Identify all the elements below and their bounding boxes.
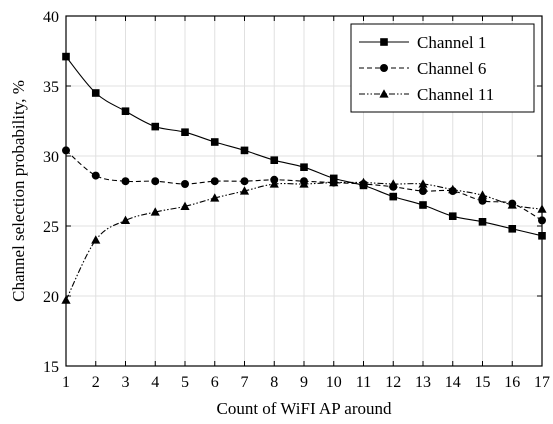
data-point-channel-11 xyxy=(388,179,398,188)
data-point-channel-1 xyxy=(121,107,130,115)
x-tick-label: 11 xyxy=(356,374,371,391)
y-tick-label: 20 xyxy=(43,289,59,306)
data-point-channel-11 xyxy=(418,179,428,188)
legend-label-channel-6: Channel 6 xyxy=(417,59,486,78)
data-point-channel-6 xyxy=(181,180,189,188)
legend-marker xyxy=(379,89,389,98)
legend-label-channel-1: Channel 1 xyxy=(417,33,486,52)
legend: Channel 1 Channel 6 Channel 11 xyxy=(350,23,535,113)
y-tick-label: 25 xyxy=(43,219,59,236)
legend-symbol-channel-1 xyxy=(359,38,409,46)
x-tick-label: 8 xyxy=(270,374,278,391)
series-layer xyxy=(61,52,547,304)
data-point-channel-1 xyxy=(389,192,398,201)
y-tick-label: 30 xyxy=(43,149,59,166)
x-tick-label: 15 xyxy=(475,374,491,391)
data-point-channel-6 xyxy=(240,177,249,186)
x-tick-label: 1 xyxy=(62,374,70,391)
x-tick-label: 9 xyxy=(300,374,308,391)
y-tick-label: 35 xyxy=(43,79,59,96)
data-point-channel-1 xyxy=(181,128,189,136)
x-tick-label: 16 xyxy=(504,374,520,391)
data-point-channel-11 xyxy=(448,184,458,194)
x-tick-label: 2 xyxy=(92,374,100,391)
data-point-channel-11 xyxy=(210,193,220,202)
data-point-channel-6 xyxy=(419,187,427,195)
y-tick-label: 15 xyxy=(43,359,59,376)
legend-symbol-channel-11 xyxy=(359,89,409,98)
data-point-channel-6 xyxy=(91,171,100,180)
data-point-channel-11 xyxy=(150,207,160,216)
data-point-channel-11 xyxy=(477,190,488,199)
x-tick-label: 3 xyxy=(122,374,130,391)
data-point-channel-1 xyxy=(210,138,219,146)
data-point-channel-1 xyxy=(240,146,249,155)
legend-label-channel-11: Channel 11 xyxy=(417,85,494,104)
data-point-channel-11 xyxy=(239,186,250,195)
data-point-channel-1 xyxy=(448,212,457,220)
data-point-channel-11 xyxy=(358,177,369,187)
legend-marker xyxy=(380,64,388,72)
data-point-channel-11 xyxy=(299,179,309,188)
data-point-channel-11 xyxy=(180,201,190,210)
data-point-channel-11 xyxy=(120,215,131,224)
legend-item-channel-1: Channel 1 xyxy=(359,33,486,52)
x-tick-label: 12 xyxy=(385,374,401,391)
x-tick-label: 14 xyxy=(445,374,461,391)
data-point-channel-1 xyxy=(270,156,279,164)
x-tick-label: 5 xyxy=(181,374,189,391)
data-point-channel-1 xyxy=(300,163,308,171)
x-tick-label: 17 xyxy=(534,374,550,391)
data-point-channel-1 xyxy=(478,218,487,226)
legend-marker xyxy=(380,38,388,46)
legend-symbol-channel-6 xyxy=(359,64,409,72)
legend-item-channel-6: Channel 6 xyxy=(359,59,486,78)
x-axis-label: Count of WiFI AP around xyxy=(217,399,392,418)
legend-item-channel-11: Channel 11 xyxy=(359,85,494,104)
data-point-channel-1 xyxy=(151,122,160,131)
x-tick-label: 10 xyxy=(326,374,342,391)
y-axis-label: Channel selection probability, % xyxy=(9,80,28,302)
data-point-channel-1 xyxy=(91,89,100,97)
y-tick-label: 40 xyxy=(43,9,59,26)
data-point-channel-1 xyxy=(419,201,427,209)
x-tick-label: 6 xyxy=(211,374,219,391)
data-point-channel-6 xyxy=(121,177,130,186)
x-tick-label: 7 xyxy=(241,374,249,391)
data-point-channel-11 xyxy=(507,200,517,209)
data-point-channel-11 xyxy=(91,235,101,244)
data-point-channel-11 xyxy=(269,179,279,188)
x-tick-label: 13 xyxy=(415,374,431,391)
series-channel-11 xyxy=(61,177,547,304)
data-point-channel-6 xyxy=(151,177,160,186)
data-point-channel-6 xyxy=(210,177,219,186)
data-point-channel-1 xyxy=(508,225,517,233)
x-tick-label: 4 xyxy=(151,374,159,391)
data-point-channel-11 xyxy=(329,177,339,187)
